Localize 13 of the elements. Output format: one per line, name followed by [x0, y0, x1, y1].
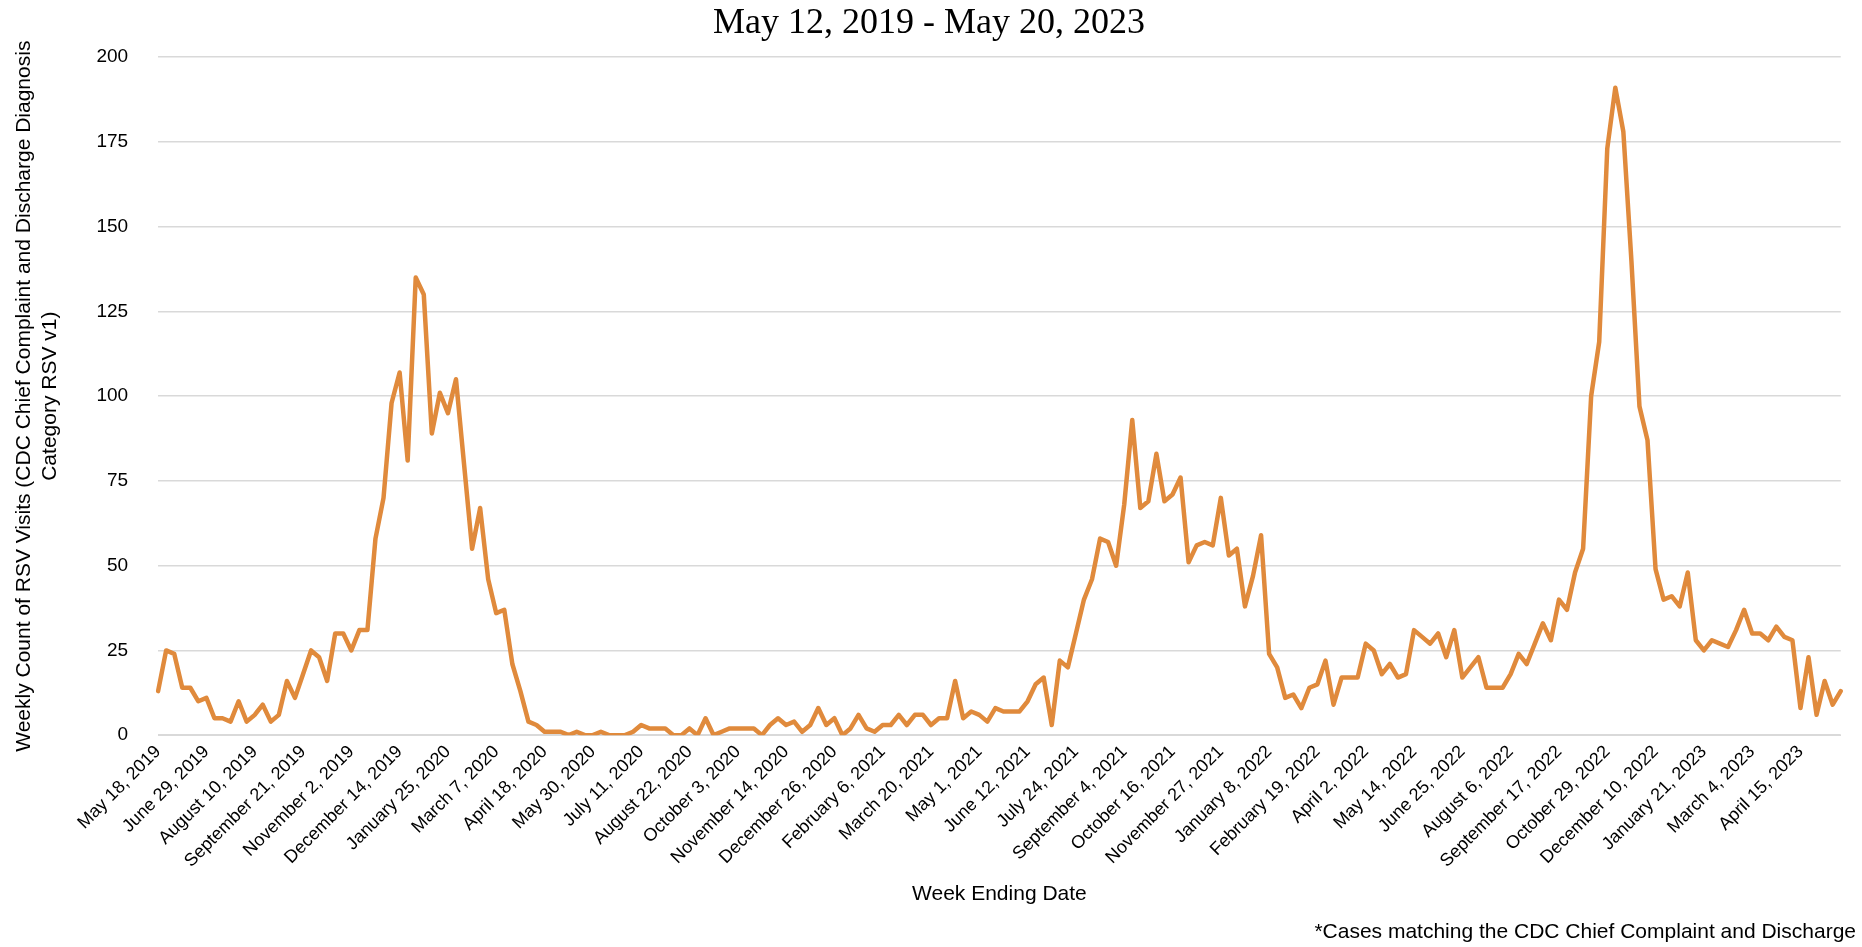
y-tick-label: 200: [96, 45, 129, 67]
y-tick-label: 100: [96, 384, 129, 406]
y-tick-label: 0: [117, 723, 129, 745]
y-axis-title: Weekly Count of RSV Visits (CDC Chief Complaint and Discharge Diagnosis Category RSV v1): [11, 40, 60, 752]
y-tick-label: 25: [106, 638, 129, 660]
y-tick-label: 125: [96, 299, 129, 321]
y-tick-label: 75: [106, 469, 129, 491]
x-axis-title: Week Ending Date: [912, 881, 1087, 905]
text: *Cases matching the CDC Chief Complaint and Discharge: [1314, 919, 1856, 943]
y-tick-label: 50: [106, 553, 129, 575]
y-tick-label: 150: [96, 214, 129, 236]
chart-title: May 12, 2019 - May 20, 2023: [713, 1, 1145, 42]
y-tick-label: 175: [96, 130, 129, 152]
